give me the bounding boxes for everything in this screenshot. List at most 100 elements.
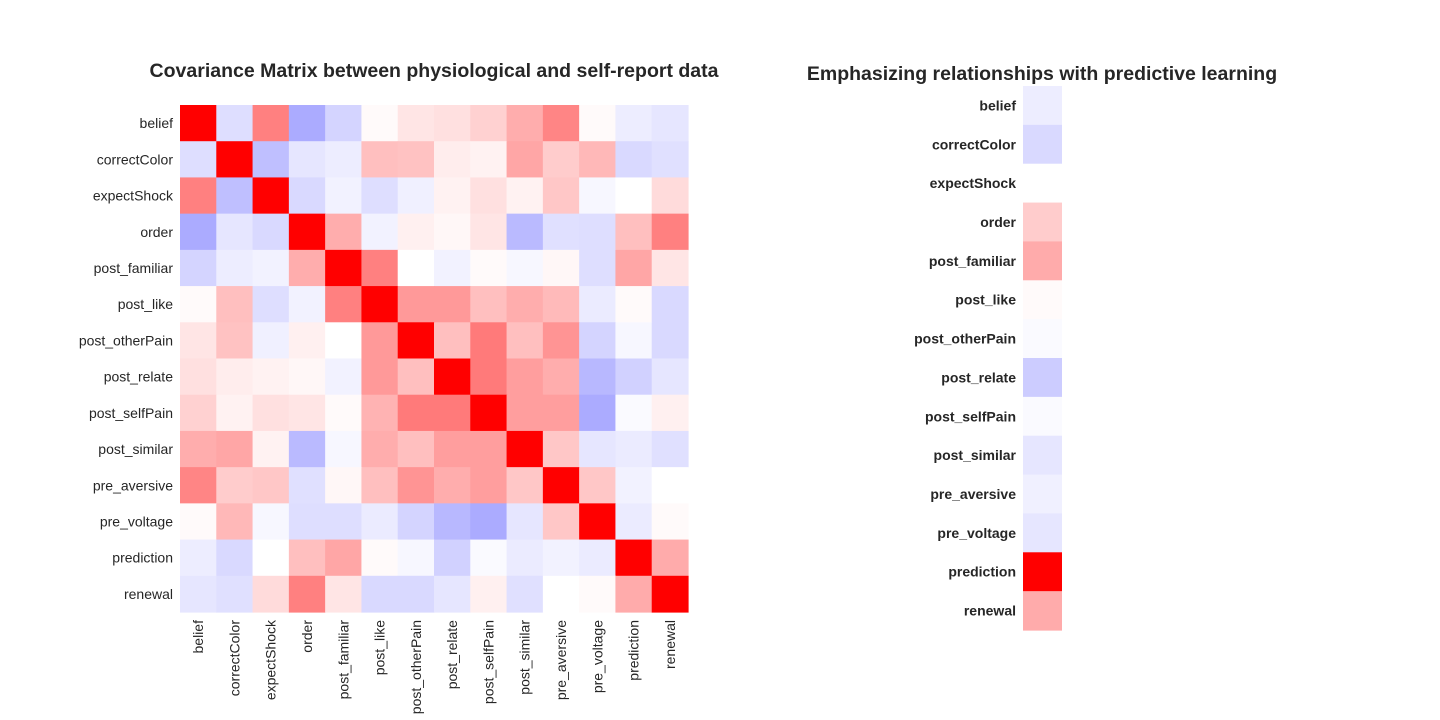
- heatmap-cell-prediction-order: [288, 539, 326, 577]
- heatmap-cell-correctColor: [1023, 124, 1062, 165]
- heatmap-cell-prediction: [1023, 552, 1062, 592]
- heatmap-cell-renewal-renewal: [651, 575, 689, 613]
- heatmap-cell-pre_voltage-renewal: [651, 503, 689, 541]
- heatmap-cell-expectShock-post_relate: [434, 177, 471, 215]
- heatmap-cell-post_relate: [1023, 358, 1062, 398]
- heatmap-cell-order-order: [288, 213, 326, 251]
- heatmap-cell-order-post_relate: [434, 213, 471, 251]
- heatmap-cell-post_otherPain-prediction: [615, 322, 653, 360]
- heatmap-cell-post_otherPain-post_like: [361, 322, 399, 360]
- row-tick-label: expectShock: [93, 188, 174, 204]
- row-tick-label: renewal: [964, 603, 1016, 619]
- chart-title: Covariance Matrix between physiological …: [150, 60, 719, 82]
- heatmap-cell-expectShock: [1023, 163, 1062, 204]
- heatmap-cell-correctColor-post_like: [361, 141, 399, 179]
- heatmap-cell-pre_aversive-renewal: [651, 467, 689, 504]
- col-tick-label: post_otherPain: [408, 620, 424, 714]
- heatmap-cell-expectShock-post_like: [361, 177, 399, 215]
- heatmap-cell-post_relate-post_like: [361, 358, 399, 396]
- heatmap-cell-order-prediction: [615, 213, 653, 251]
- heatmap-cell-prediction-belief: [180, 539, 217, 577]
- heatmap-cell-expectShock-post_otherPain: [397, 177, 435, 215]
- heatmap-cell-post_similar-order: [288, 430, 326, 468]
- heatmap-cell-expectShock-post_similar: [506, 177, 544, 215]
- row-tick-label: prediction: [948, 564, 1016, 580]
- row-tick-label: order: [980, 214, 1016, 230]
- heatmap-cell-pre_voltage-post_selfPain: [470, 503, 508, 541]
- heatmap-cell-post_otherPain-pre_aversive: [542, 322, 580, 360]
- heatmap-cell-order-post_similar: [506, 213, 544, 251]
- heatmap-cell-belief-belief: [180, 105, 217, 142]
- heatmap-cell-correctColor-renewal: [651, 141, 689, 179]
- heatmap-cell-order-post_familiar: [325, 213, 363, 251]
- col-tick-label: expectShock: [263, 619, 279, 700]
- heatmap-cell-post_familiar: [1023, 241, 1062, 281]
- heatmap-cell-post_familiar-post_selfPain: [470, 249, 508, 287]
- heatmap-cell-post_otherPain-belief: [180, 322, 217, 360]
- heatmap-cell-post_like: [1023, 280, 1062, 320]
- heatmap-cell-belief-pre_voltage: [579, 105, 617, 142]
- row-tick-label: correctColor: [932, 136, 1017, 152]
- heatmap-cell-post_familiar-prediction: [615, 249, 653, 287]
- heatmap-cell-post_relate-correctColor: [216, 358, 254, 396]
- heatmap-cell-post_similar-renewal: [651, 430, 689, 468]
- heatmap-cell-expectShock-order: [288, 177, 326, 215]
- row-tick-label: correctColor: [97, 151, 174, 167]
- heatmap-cell-prediction-prediction: [615, 539, 653, 577]
- heatmap-cell-renewal-pre_voltage: [579, 575, 617, 613]
- heatmap-cell-post_like-pre_aversive: [542, 286, 580, 323]
- heatmap-cell-prediction-pre_voltage: [579, 539, 617, 577]
- heatmap-cell-post_like-order: [288, 286, 326, 323]
- heatmap-cell-post_relate-pre_voltage: [579, 358, 617, 396]
- heatmap-cell-pre_voltage-post_like: [361, 503, 399, 541]
- heatmap-cell-renewal-post_selfPain: [470, 575, 508, 613]
- heatmap-cell-post_selfPain: [1023, 396, 1062, 437]
- row-tick-label: belief: [979, 97, 1016, 113]
- heatmap-cell-pre_aversive-post_selfPain: [470, 467, 508, 504]
- heatmap-cell-prediction-pre_aversive: [542, 539, 580, 577]
- heatmap-cell-post_relate-post_familiar: [325, 358, 363, 396]
- heatmap-cell-correctColor-prediction: [615, 141, 653, 179]
- heatmap-cell-post_like-post_familiar: [325, 286, 363, 323]
- heatmap-cell-post_similar-post_familiar: [325, 430, 363, 468]
- heatmap-cell-post_like-post_like: [361, 286, 399, 323]
- heatmap-cell-belief-post_relate: [434, 105, 471, 142]
- heatmap-cell-correctColor-pre_voltage: [579, 141, 617, 179]
- heatmap-cell-post_familiar-order: [288, 249, 326, 287]
- heatmap-cell-post_otherPain-post_selfPain: [470, 322, 508, 360]
- heatmap-cell-renewal-belief: [180, 575, 217, 613]
- heatmap-cell-post_relate-prediction: [615, 358, 653, 396]
- col-tick-label: post_like: [372, 620, 388, 675]
- heatmap-cell-pre_aversive-correctColor: [216, 467, 254, 504]
- heatmap-cell-order-belief: [180, 213, 217, 251]
- heatmap-cell-pre_aversive-belief: [180, 467, 217, 504]
- heatmap-cell-post_relate-renewal: [651, 358, 689, 396]
- heatmap-cell-post_selfPain-expectShock: [252, 394, 290, 432]
- heatmap-cell-prediction-post_similar: [506, 539, 544, 577]
- heatmap-cell-renewal-post_similar: [506, 575, 544, 613]
- heatmap-cell-post_selfPain-post_like: [361, 394, 399, 432]
- heatmap-cell-pre_aversive-post_like: [361, 467, 399, 504]
- heatmap-cell-post_relate-belief: [180, 358, 217, 396]
- heatmap-cell-pre_voltage-post_otherPain: [397, 503, 435, 541]
- heatmap-cell-post_relate-post_otherPain: [397, 358, 435, 396]
- heatmap-cell-post_otherPain-post_otherPain: [397, 322, 435, 360]
- chart-title: Emphasizing relationships with predictiv…: [807, 63, 1277, 85]
- heatmap-cell-renewal-post_relate: [434, 575, 471, 613]
- heatmap-cell-expectShock-post_familiar: [325, 177, 363, 215]
- row-tick-label: post_otherPain: [914, 331, 1016, 347]
- heatmap-cell-post_otherPain-post_relate: [434, 322, 471, 360]
- row-tick-label: post_like: [118, 296, 173, 312]
- heatmap-cell-pre_aversive-post_relate: [434, 467, 471, 504]
- heatmap-cell-expectShock-pre_aversive: [542, 177, 580, 215]
- row-tick-label: post_selfPain: [925, 408, 1016, 424]
- row-tick-label: post_relate: [104, 369, 173, 385]
- heatmap-cell-expectShock-renewal: [651, 177, 689, 215]
- heatmap-cell-post_otherPain-post_similar: [506, 322, 544, 360]
- heatmap-cell-post_selfPain-prediction: [615, 394, 653, 432]
- heatmap-cell-pre_voltage-pre_aversive: [542, 503, 580, 541]
- row-tick-label: post_familiar: [929, 253, 1017, 269]
- heatmap-cell-post_relate-post_selfPain: [470, 358, 508, 396]
- heatmap-cell-expectShock-prediction: [615, 177, 653, 215]
- heatmap-cell-post_otherPain-correctColor: [216, 322, 254, 360]
